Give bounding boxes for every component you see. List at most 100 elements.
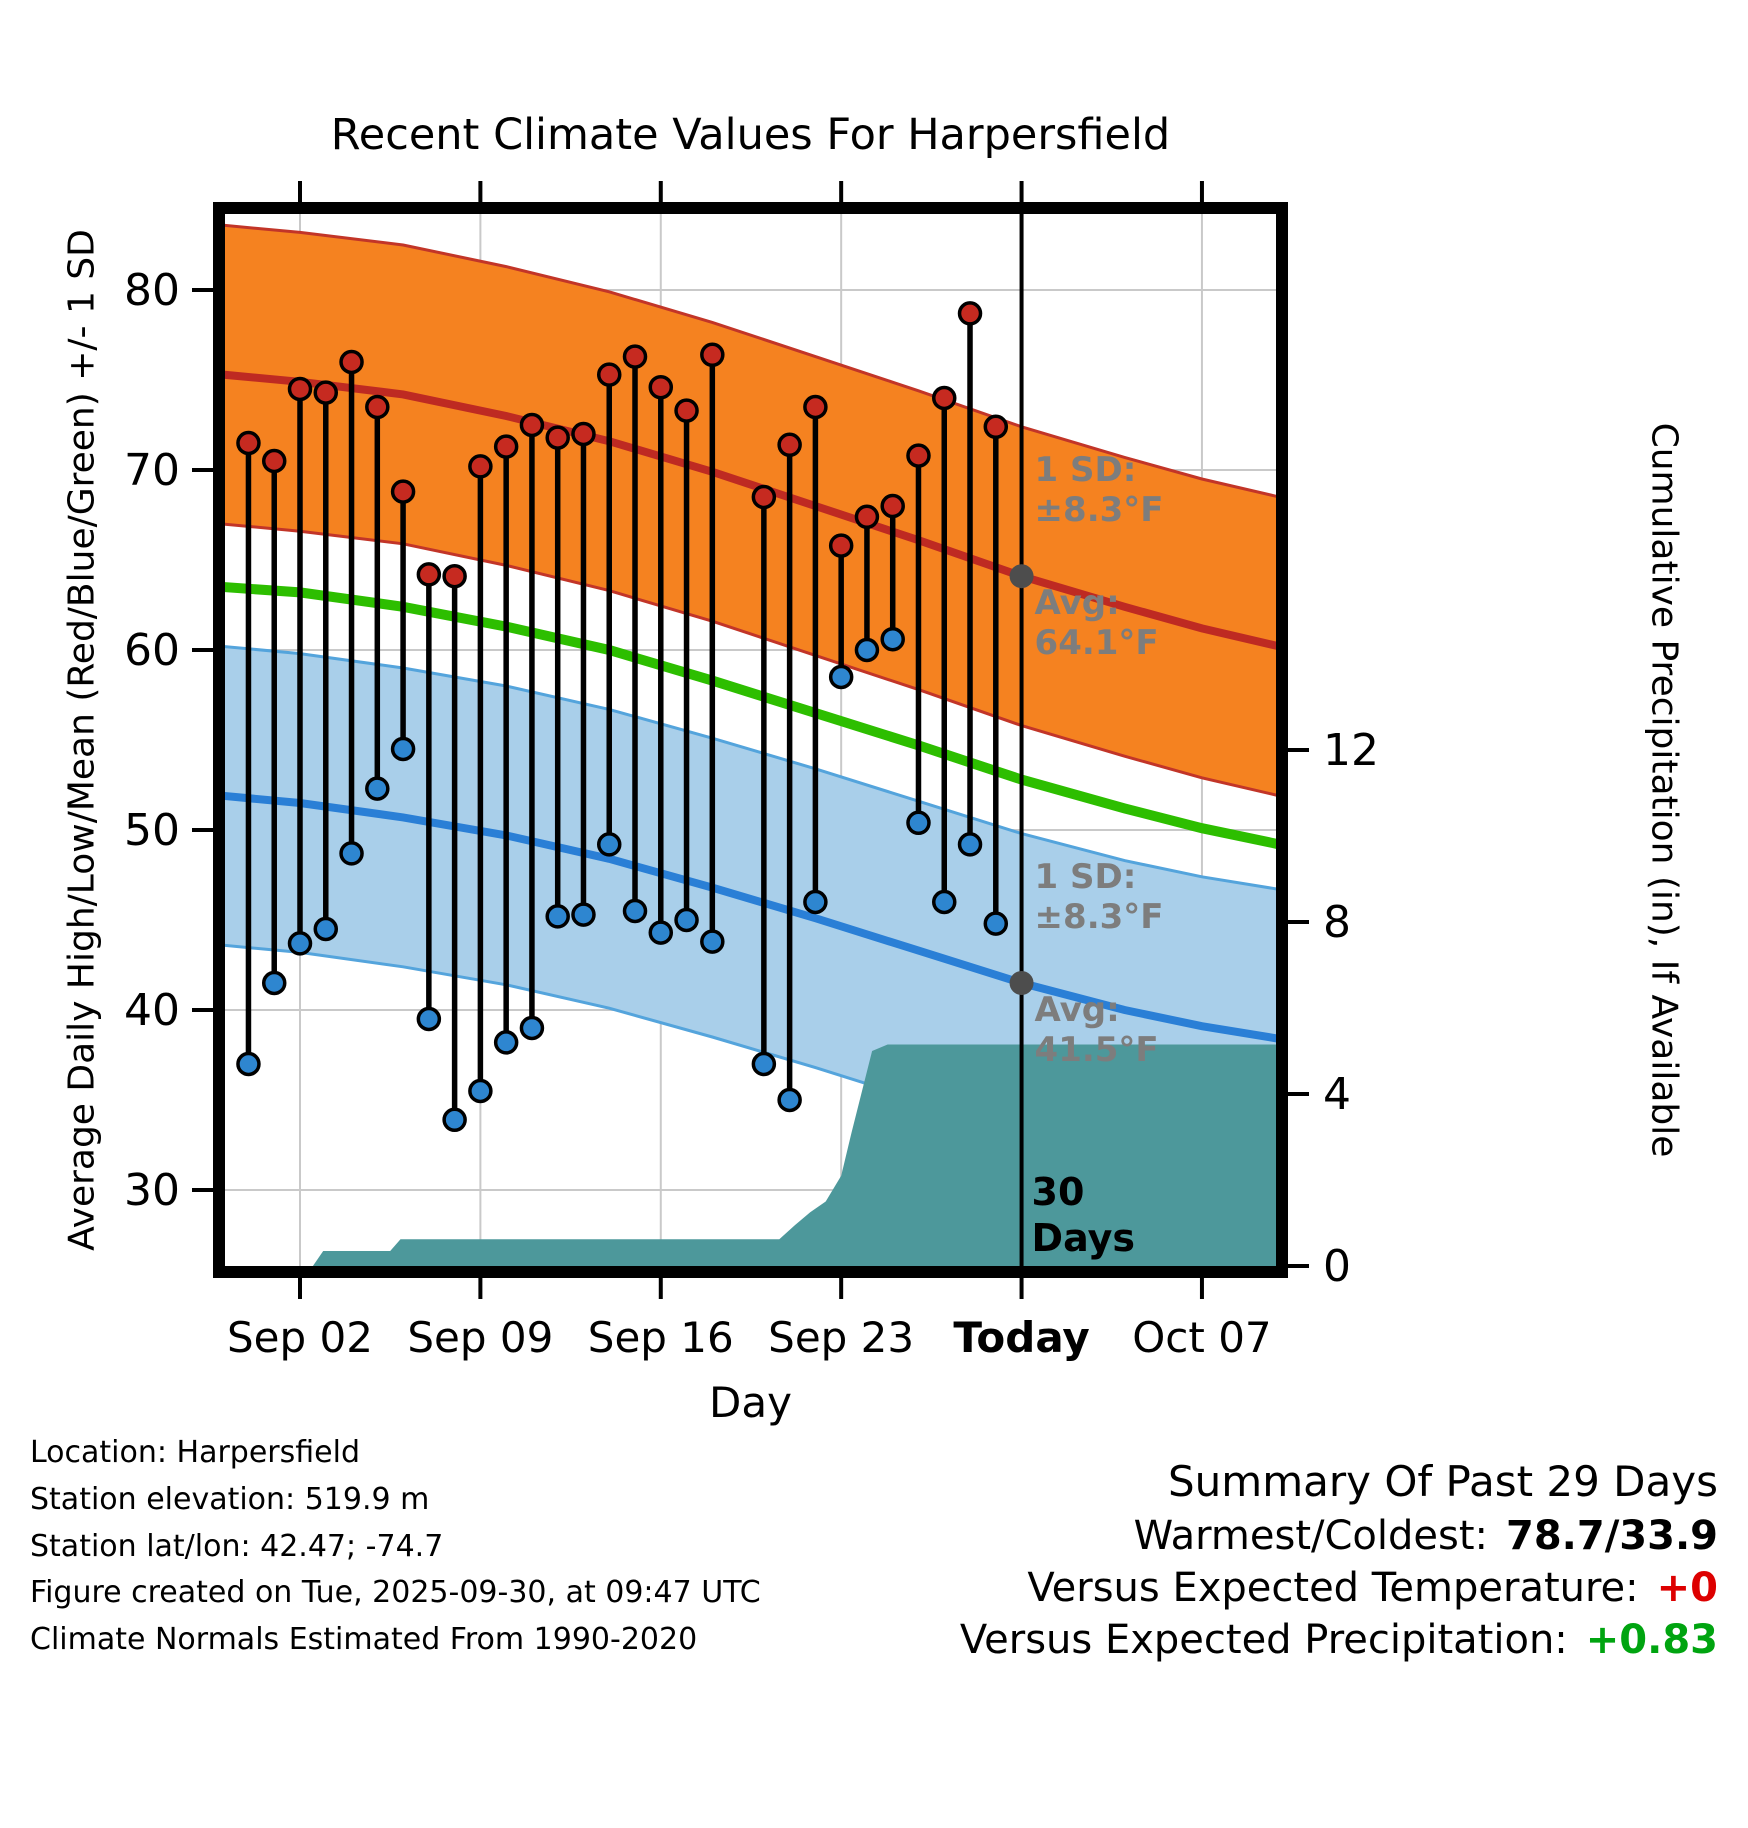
daily-low-dot [751,1051,777,1077]
daily-high-dot [957,301,983,326]
daily-low-dot [493,1030,519,1055]
summary-row: Versus Expected Temperature: +0 [960,1562,1718,1614]
daily-low-dot [261,970,287,996]
daily-high-dot [777,432,802,458]
summary-row-label: Warmest/Coldest: [1133,1512,1488,1559]
low-sd-value: ±8.3°F [1035,897,1164,937]
daily-low-dot [313,916,339,942]
left-axis-label: Average Daily High/Low/Mean (Red/Blue/Gr… [61,229,103,1251]
plot-border [213,202,1288,1278]
left-tick-label: 50 [124,805,180,856]
left-tick-label: 60 [124,625,180,676]
right-tick-label: 0 [1323,1241,1351,1292]
right-tick-label: 8 [1323,897,1351,948]
daily-low-dot [442,1107,467,1133]
x-tick-label: Oct 07 [1132,1313,1271,1362]
station-location: Location: Harpersfield [30,1435,360,1470]
daily-high-dot [365,394,390,420]
daily-high-dot [906,443,931,468]
daily-high-dot [648,374,674,400]
daily-high-dot [596,362,622,387]
summary-row-value: +0.83 [1585,1616,1718,1663]
daily-high-dot [493,434,519,459]
summary-row-value: 78.7/33.9 [1506,1512,1718,1559]
daily-low-dot [416,1006,442,1032]
daily-high-dot [803,394,828,420]
high-avg-value: 64.1°F [1035,623,1159,663]
daily-low-dot [777,1087,802,1113]
daily-low-dot [545,904,570,929]
daily-low-dot [932,889,957,915]
summary-rows: Warmest/Coldest: 78.7/33.9 Versus Expected… [960,1510,1718,1666]
x-axis-label: Day [709,1378,792,1427]
summary-row-value: +0 [1656,1564,1718,1611]
daily-high-dot [313,380,339,405]
daily-low-dot [571,902,596,927]
daily-high-dot [674,398,699,423]
daily-low-dot [880,626,905,652]
daily-low-dot [622,898,648,924]
daily-high-dot [236,430,261,456]
daily-high-dot [519,412,545,438]
high-band-upper-edge [225,223,1276,498]
daily-high-dot [854,504,880,530]
summary-panel: Summary Of Past 29 Days Warmest/Coldest:… [960,1455,1718,1666]
daily-high-dot [751,484,777,510]
station-elevation: Station elevation: 519.9 m [30,1481,430,1517]
today-marker-line2: Days [1032,1216,1135,1260]
low-avg-value: 41.5°F [1035,1030,1159,1070]
summary-row: Warmest/Coldest: 78.7/33.9 [960,1510,1718,1562]
x-tick-label: Sep 16 [588,1313,734,1362]
left-tick-label: 80 [124,265,180,316]
daily-high-dot [700,342,725,368]
daily-low-dot [906,810,931,836]
low-sd-label: 1 SD: [1035,857,1137,897]
daily-high-dot [339,349,364,375]
right-tick-label: 12 [1323,725,1379,776]
daily-high-dot [622,344,648,369]
right-tick-label: 4 [1323,1069,1351,1120]
precip-area [225,1044,1276,1266]
daily-high-dot [287,376,313,402]
daily-high-dot [828,533,854,558]
left-tick-label: 30 [124,1165,180,1216]
daily-low-dot [957,832,983,857]
today-marker-line1: 30 [1032,1170,1085,1214]
daily-high-dot [442,563,467,589]
daily-low-dot [596,832,622,857]
daily-low-dot [854,637,880,663]
high-sd-label: 1 SD: [1035,450,1137,490]
station-info: Location: Harpersfield Station elevation… [30,1430,761,1664]
high-sd-value: ±8.3°F [1035,490,1164,530]
left-tick-label: 70 [124,445,180,496]
summary-row-label: Versus Expected Temperature: [1027,1564,1639,1611]
figure-created-note: Figure created on Tue, 2025-09-30, at 09… [30,1575,761,1611]
daily-high-dot [468,454,493,479]
daily-high-dot [983,414,1009,440]
daily-high-dot [880,493,905,519]
summary-row: Versus Expected Precipitation: +0.83 [960,1614,1718,1666]
daily-low-dot [390,736,416,762]
daily-high-dot [545,425,570,450]
high-band-fill [225,225,1276,796]
daily-low-dot [828,664,854,690]
daily-low-dot [700,929,725,954]
low-avg-label: Avg: [1035,990,1120,1030]
daily-low-dot [803,889,828,915]
right-axis-label: Cumulative Precipitation (in), If Availa… [1643,422,1685,1158]
x-tick-label: Sep 02 [227,1313,373,1362]
summary-row-label: Versus Expected Precipitation: [959,1616,1568,1663]
daily-low-dot [674,907,699,933]
high-avg-label: Avg: [1035,583,1120,623]
station-latlon: Station lat/lon: 42.47; -74.7 [30,1528,444,1564]
low-avg-dot [1009,971,1034,995]
daily-high-dot [932,385,957,411]
chart-title: Recent Climate Values For Harpersfield [330,110,1171,160]
daily-low-dot [648,920,674,945]
left-tick-label: 40 [124,985,180,1036]
climate-normals-note: Climate Normals Estimated From 1990-2020 [30,1622,698,1658]
daily-low-dot [519,1015,545,1041]
